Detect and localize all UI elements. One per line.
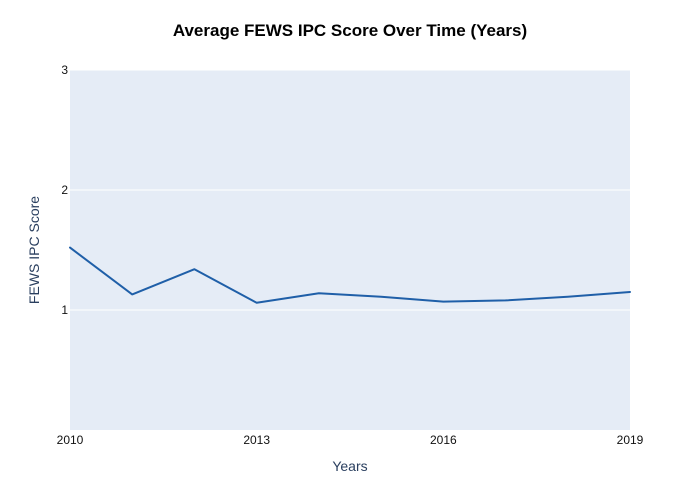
x-tick-label: 2010: [57, 433, 84, 447]
x-axis-ticks: 2010 2013 2016 2019: [57, 433, 644, 447]
series-group: [69, 246, 631, 304]
gridlines: [70, 69, 630, 311]
x-tick-label: 2019: [617, 433, 644, 447]
y-axis-ticks: 1 2 3: [61, 63, 68, 317]
chart-title: Average FEWS IPC Score Over Time (Years): [173, 21, 527, 40]
y-tick-label: 3: [61, 63, 68, 77]
x-axis-title: Years: [332, 458, 367, 474]
y-axis-title: FEWS IPC Score: [26, 196, 42, 304]
x-tick-label: 2016: [430, 433, 457, 447]
series-line: [69, 246, 631, 304]
y-tick-label: 1: [61, 303, 68, 317]
plot-area: [70, 70, 630, 430]
x-tick-label: 2013: [243, 433, 270, 447]
y-tick-label: 2: [61, 183, 68, 197]
